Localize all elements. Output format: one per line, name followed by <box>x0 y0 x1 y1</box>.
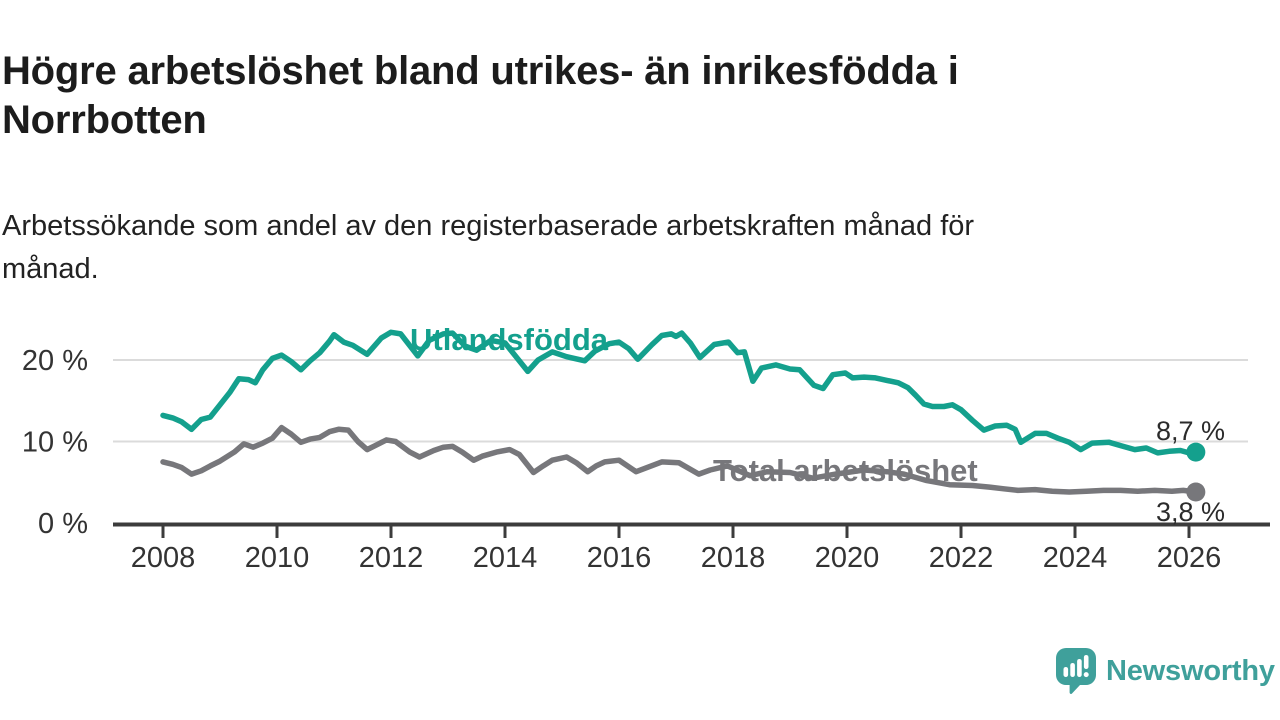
series-end-value-utlandsfodda: 8,7 % <box>1156 416 1225 446</box>
x-tick-label: 2020 <box>815 542 880 574</box>
x-tick-label: 2026 <box>1157 542 1222 574</box>
series-line-utlandsfodda <box>160 329 1199 456</box>
series-label-utlandsfodda: Utlandsfödda <box>410 322 609 357</box>
series-end-dot-utlandsfodda <box>1186 442 1206 462</box>
y-tick-label: 0 % <box>38 508 88 540</box>
x-tick-label: 2016 <box>587 542 652 574</box>
x-tick-label: 2018 <box>701 542 766 574</box>
series-end-value-total: 3,8 % <box>1156 497 1225 527</box>
chart-subtitle-line-1: Arbetssökande som andel av den registerb… <box>2 210 975 242</box>
y-tick-label: 10 % <box>22 427 88 459</box>
y-tick-label: 20 % <box>22 345 88 377</box>
newsworthy-logo-icon <box>1056 648 1096 694</box>
x-tick-label: 2012 <box>359 542 424 574</box>
series-line-total <box>160 424 1199 495</box>
newsworthy-logo-text: Newsworthy <box>1106 654 1275 687</box>
x-tick-label: 2008 <box>131 542 196 574</box>
x-tick-label: 2010 <box>245 542 310 574</box>
chart-subtitle: Arbetssökande som andel av den registerb… <box>2 205 1202 291</box>
series-end-dot-total <box>1186 482 1206 502</box>
x-tick-label: 2024 <box>1043 542 1108 574</box>
x-tick-label: 2022 <box>929 542 994 574</box>
x-tick-label: 2014 <box>473 542 538 574</box>
newsworthy-logo: Newsworthy <box>1056 648 1275 694</box>
page-title: Högre arbetslöshet bland utrikes- än inr… <box>2 47 1152 145</box>
page-title-line-1: Högre arbetslöshet bland utrikes- än inr… <box>2 48 959 93</box>
page-title-line-2: Norrbotten <box>2 97 207 142</box>
series-label-total: Total arbetslöshet <box>713 453 978 488</box>
chart-subtitle-line-2: månad. <box>2 253 99 285</box>
